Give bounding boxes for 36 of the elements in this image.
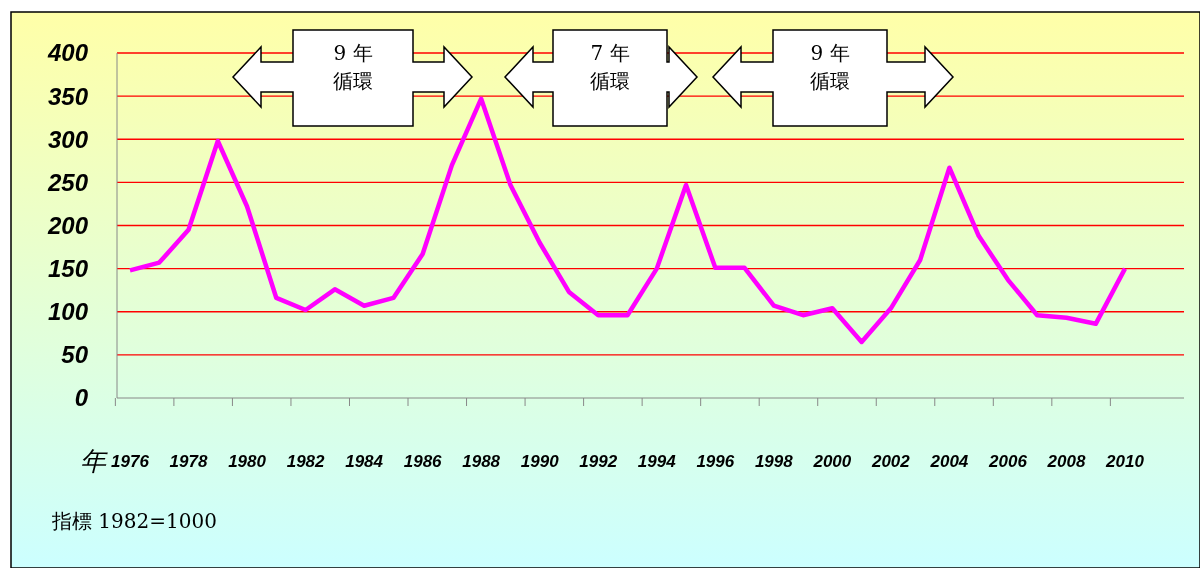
x-tick-label: 1976	[111, 452, 150, 471]
x-tick-label: 2002	[870, 452, 911, 471]
x-tick-label: 1998	[754, 452, 794, 471]
x-tick-label: 2010	[1105, 452, 1145, 471]
annotation: 9 年	[810, 41, 850, 65]
annotation: 循環	[810, 69, 850, 93]
y-tick-label: 150	[47, 255, 89, 283]
x-tick-label: 1984	[345, 452, 384, 471]
annotation: 循環	[333, 69, 373, 93]
x-tick-label: 2004	[929, 452, 969, 471]
x-tick-label: 2000	[812, 452, 852, 471]
annotation: 循環	[590, 69, 630, 93]
y-tick-label: 400	[46, 39, 89, 67]
line-series	[127, 96, 1128, 345]
y-tick-label: 250	[46, 168, 89, 196]
x-tick-label: 1978	[169, 452, 208, 471]
x-tick-label: 1996	[696, 452, 735, 471]
x-tick-label: 1992	[579, 452, 618, 471]
x-tick-label: 1982	[286, 452, 326, 471]
y-tick-label: 50	[61, 341, 89, 369]
x-tick-label: 1980	[228, 452, 267, 471]
x-tick-label: 1994	[637, 452, 677, 471]
text: 指標 1982=1000	[51, 509, 217, 533]
x-tick-label: 1990	[520, 452, 560, 471]
y-tick-label: 350	[47, 82, 89, 110]
annotation: 9 年	[333, 41, 373, 65]
x-tick-label: 1986	[403, 452, 443, 471]
x-axis-title: 年	[80, 446, 108, 476]
y-tick-label: 300	[47, 125, 89, 153]
y-tick-label: 200	[46, 211, 89, 239]
y-tick-label: 0	[74, 384, 89, 412]
x-tick-label: 2008	[1046, 452, 1086, 471]
annotation: 7 年	[590, 41, 630, 65]
x-tick-label: 1988	[462, 452, 501, 471]
x-tick-label: 2006	[988, 452, 1028, 471]
y-tick-label: 100	[47, 298, 89, 326]
